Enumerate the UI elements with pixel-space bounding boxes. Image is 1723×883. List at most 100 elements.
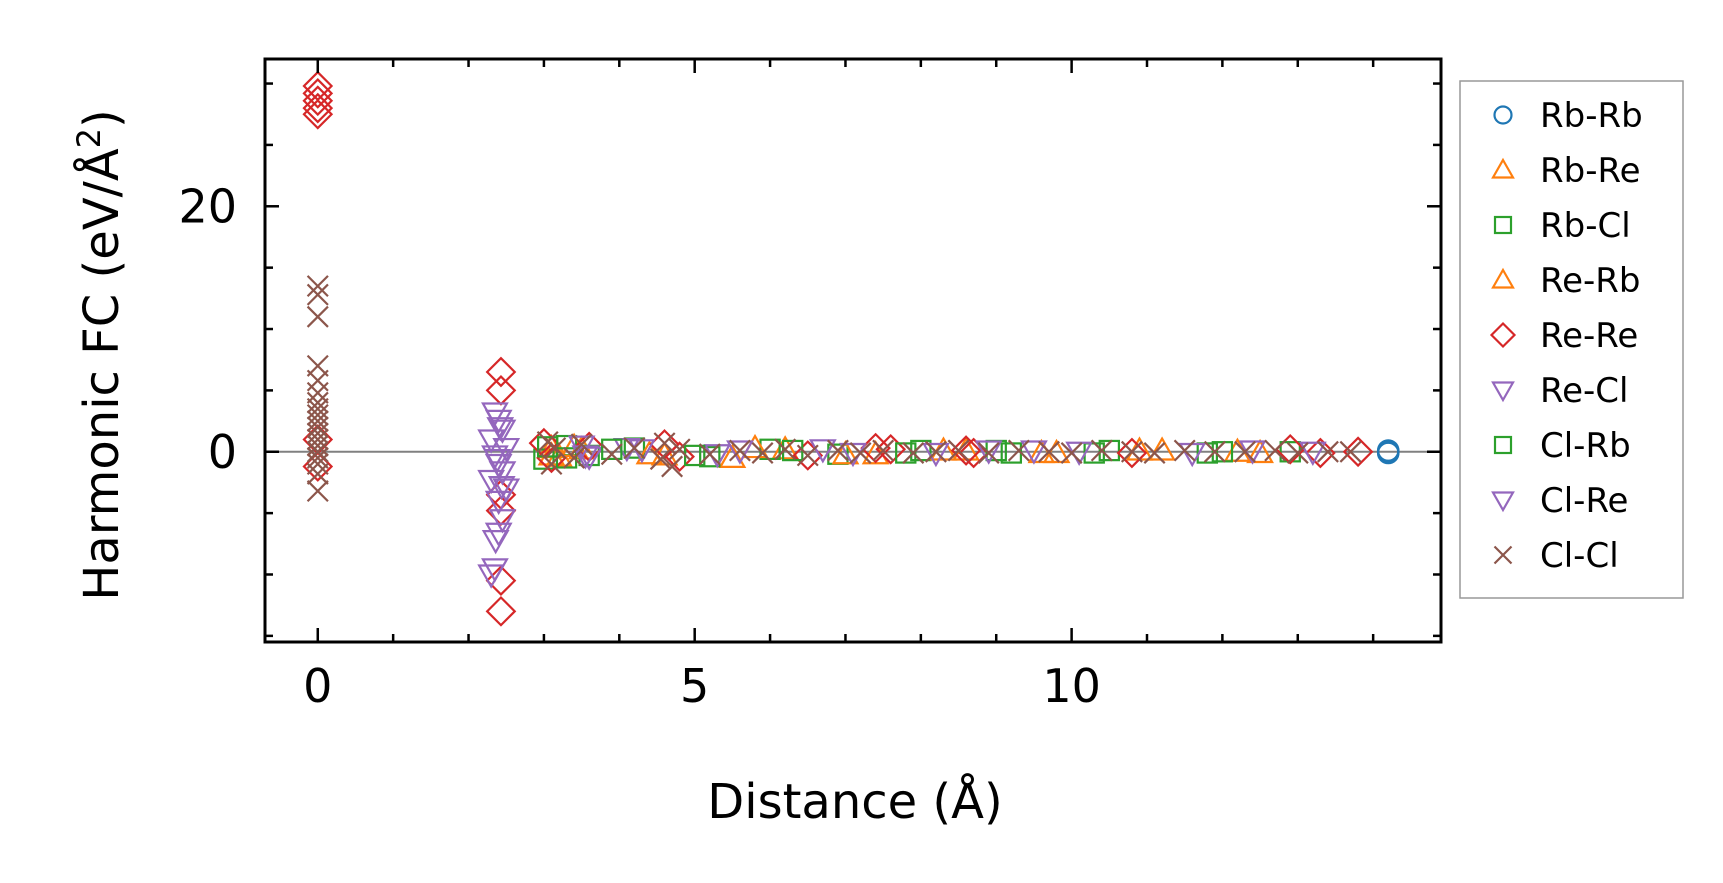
data-point [796, 444, 819, 467]
data-point [306, 283, 329, 306]
data-point [1007, 439, 1030, 462]
legend-label: Re-Rb [1540, 261, 1641, 301]
data-point [664, 441, 695, 473]
data-point [726, 440, 754, 465]
data-point [661, 455, 684, 478]
data-point [306, 369, 329, 392]
data-point [1116, 437, 1148, 469]
y-axis-label-sup: 2 [70, 128, 108, 148]
data-point [563, 446, 586, 469]
series-cl-cl [306, 275, 1362, 503]
y-axis-label: Harmonic FC (eV/Å2) [70, 109, 130, 601]
data-point [485, 375, 517, 406]
data-point [477, 469, 506, 495]
data-point [698, 443, 721, 466]
data-point [483, 449, 512, 474]
data-point [950, 435, 982, 466]
data-point [485, 356, 517, 388]
data-point [571, 445, 600, 470]
data-point [302, 78, 334, 109]
legend-label: Rb-Re [1540, 151, 1641, 191]
data-point [699, 445, 721, 468]
data-point [488, 509, 517, 534]
x-tick-label: 0 [303, 659, 332, 713]
data-point [1339, 440, 1362, 463]
data-point [774, 438, 797, 461]
data-point [1211, 441, 1234, 463]
data-point [1342, 436, 1374, 468]
legend-label: Re-Cl [1540, 371, 1628, 411]
legend-label: Cl-Re [1540, 481, 1628, 521]
data-point [875, 433, 907, 465]
y-tick-label: 20 [178, 179, 237, 233]
series-cl-re [481, 417, 1267, 555]
data-point [1143, 442, 1166, 464]
data-point [570, 433, 593, 456]
data-point [477, 429, 506, 454]
legend-marker [1493, 435, 1513, 455]
data-point [653, 432, 676, 455]
data-point [481, 530, 510, 555]
y-tick-label: 0 [208, 425, 237, 479]
data-point [1125, 436, 1154, 461]
series-re-re [302, 70, 1374, 627]
plot-frame [263, 57, 1443, 644]
legend: Rb-Rb Rb-Re Rb-Cl Re-Rb Re-Re Re-Cl Cl-Rb Cl-Re… [1459, 80, 1684, 599]
data-point [575, 446, 604, 471]
legend-marker [1491, 381, 1515, 403]
data-point [1264, 439, 1287, 462]
data-point [1120, 440, 1143, 463]
data-point [1038, 440, 1060, 463]
data-point [826, 439, 849, 462]
data-point [947, 439, 970, 462]
data-point [759, 438, 781, 461]
data-point [728, 439, 751, 462]
data-point [302, 98, 334, 130]
legend-marker [1493, 215, 1513, 235]
data-point [306, 381, 329, 404]
data-point [486, 417, 515, 442]
y-axis-label-tail: ) [74, 109, 130, 128]
legend-marker [1491, 491, 1515, 513]
data-point [477, 564, 506, 589]
data-point [306, 462, 329, 485]
x-tick-label: 10 [1042, 659, 1101, 713]
legend-marker [1491, 267, 1515, 289]
data-point [1316, 440, 1339, 463]
data-point [1246, 438, 1274, 464]
data-point [668, 438, 691, 461]
legend-label: Re-Re [1540, 316, 1638, 356]
data-point [751, 442, 774, 464]
data-point [1298, 441, 1327, 466]
legend-label: Cl-Cl [1540, 536, 1619, 576]
data-point [849, 442, 872, 464]
data-point [1060, 442, 1083, 464]
data-point [1286, 442, 1309, 464]
x-axis-label: Distance (Å) [707, 773, 1002, 830]
legend-label: Rb-Cl [1540, 206, 1631, 246]
data-point [977, 442, 1000, 464]
data-point [302, 92, 334, 124]
legend-marker [1491, 157, 1515, 179]
legend-label: Cl-Rb [1540, 426, 1631, 466]
data-point [902, 442, 925, 464]
ticks [265, 59, 1441, 642]
legend-marker [1489, 321, 1517, 349]
legend-marker [1493, 545, 1513, 565]
data-point [872, 439, 895, 462]
data-point [1234, 440, 1256, 463]
data-point [306, 275, 329, 298]
data-point [922, 442, 950, 468]
data-point [895, 442, 917, 464]
data-point [808, 439, 837, 464]
data-point [718, 443, 747, 468]
data-point [485, 595, 517, 627]
tick-labels: 0 5 10 0 20 [178, 179, 1100, 713]
legend-label: Rb-Rb [1540, 96, 1643, 136]
data-point [302, 85, 334, 117]
data-point [306, 480, 329, 503]
data-point [1305, 437, 1336, 469]
data-point [924, 440, 947, 463]
y-axis-label-main: Harmonic FC (eV/Å [73, 148, 130, 601]
